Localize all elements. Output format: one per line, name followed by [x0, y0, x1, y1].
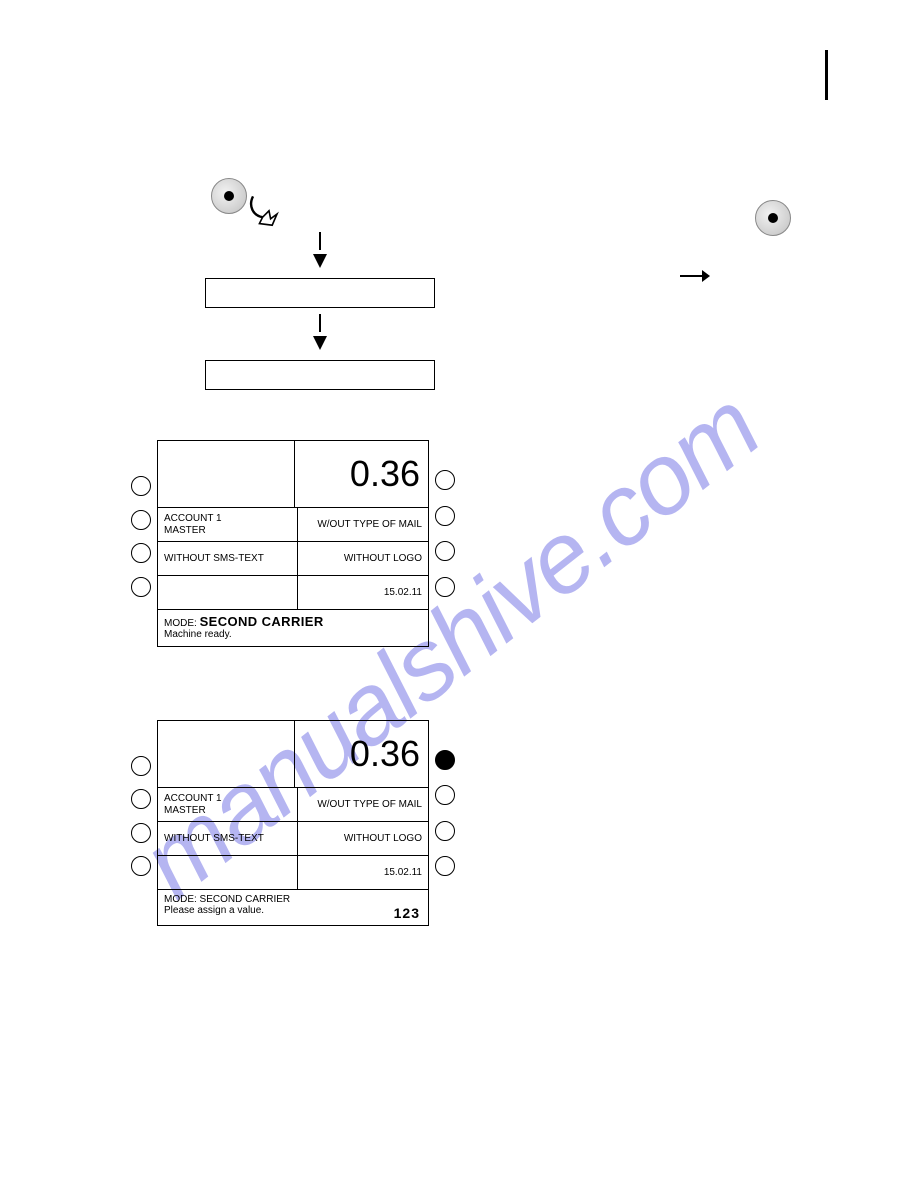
- lcd-mail-type: W/OUT TYPE OF MAIL: [298, 508, 428, 541]
- lcd-logo-cell: WITHOUT LOGO: [298, 822, 428, 855]
- softkey-left-1[interactable]: [131, 476, 151, 496]
- flow-diagram: [205, 232, 435, 396]
- softkey-right-2[interactable]: [435, 506, 455, 526]
- softkey-left-2[interactable]: [131, 510, 151, 530]
- lcd-logo-cell: WITHOUT LOGO: [298, 542, 428, 575]
- lcd-value: 0.36: [295, 721, 428, 787]
- lcd-date: 15.02.11: [298, 576, 428, 609]
- lcd-account-cell: ACCOUNT 1 MASTER: [158, 508, 298, 541]
- left-button-column: [125, 720, 157, 926]
- arrow-down-icon: [313, 336, 327, 350]
- softkey-right-4[interactable]: [435, 577, 455, 597]
- right-button-column: [429, 440, 461, 647]
- mode-value: SECOND CARRIER: [200, 614, 324, 629]
- lcd-empty-cell: [158, 856, 298, 889]
- mode-label: MODE:: [164, 618, 197, 629]
- lcd-date: 15.02.11: [298, 856, 428, 889]
- lcd-sms-cell: WITHOUT SMS-TEXT: [158, 542, 298, 575]
- softkey-right-4[interactable]: [435, 856, 455, 876]
- lcd-panel-assign: 0.36 ACCOUNT 1 MASTER W/OUT TYPE OF MAIL…: [125, 720, 461, 926]
- lcd-account-line1: ACCOUNT 1: [164, 513, 297, 525]
- flow-step-box: [205, 278, 435, 308]
- flow-step-box: [205, 360, 435, 390]
- lcd-account-line2: MASTER: [164, 525, 297, 537]
- lcd-status-bar: MODE: SECOND CARRIER Machine ready.: [158, 609, 428, 646]
- curved-arrow-icon: [245, 190, 285, 230]
- status-message: Machine ready.: [164, 629, 422, 640]
- lcd-empty-cell: [158, 721, 295, 787]
- lcd-panel-ready: 0.36 ACCOUNT 1 MASTER W/OUT TYPE OF MAIL…: [125, 440, 461, 647]
- softkey-right-1[interactable]: [435, 470, 455, 490]
- softkey-left-1[interactable]: [131, 756, 151, 776]
- lcd-screen: 0.36 ACCOUNT 1 MASTER W/OUT TYPE OF MAIL…: [157, 720, 429, 926]
- lcd-account-cell: ACCOUNT 1 MASTER: [158, 788, 298, 821]
- lcd-account-line1: ACCOUNT 1: [164, 793, 297, 805]
- page-edge-mark: [825, 50, 828, 100]
- menu-dot-button[interactable]: [211, 178, 247, 214]
- softkey-right-1-active[interactable]: [435, 750, 455, 770]
- right-button-column: [429, 720, 461, 926]
- lcd-mail-type: W/OUT TYPE OF MAIL: [298, 788, 428, 821]
- softkey-right-2[interactable]: [435, 785, 455, 805]
- arrow-right-icon: [680, 268, 710, 284]
- arrow-down-icon: [313, 254, 327, 268]
- softkey-left-3[interactable]: [131, 823, 151, 843]
- softkey-left-4[interactable]: [131, 856, 151, 876]
- softkey-left-4[interactable]: [131, 577, 151, 597]
- lcd-empty-cell: [158, 441, 295, 507]
- softkey-right-3[interactable]: [435, 821, 455, 841]
- status-number: 123: [394, 905, 420, 921]
- lcd-screen: 0.36 ACCOUNT 1 MASTER W/OUT TYPE OF MAIL…: [157, 440, 429, 647]
- aux-dot-button[interactable]: [755, 200, 791, 236]
- lcd-value: 0.36: [295, 441, 428, 507]
- softkey-right-3[interactable]: [435, 541, 455, 561]
- lcd-status-bar: MODE: SECOND CARRIER Please assign a val…: [158, 889, 428, 925]
- lcd-sms-cell: WITHOUT SMS-TEXT: [158, 822, 298, 855]
- status-message: Please assign a value.: [164, 905, 422, 916]
- lcd-empty-cell: [158, 576, 298, 609]
- left-button-column: [125, 440, 157, 647]
- status-mode-line: MODE: SECOND CARRIER: [164, 894, 422, 905]
- softkey-left-2[interactable]: [131, 789, 151, 809]
- softkey-left-3[interactable]: [131, 543, 151, 563]
- lcd-account-line2: MASTER: [164, 805, 297, 817]
